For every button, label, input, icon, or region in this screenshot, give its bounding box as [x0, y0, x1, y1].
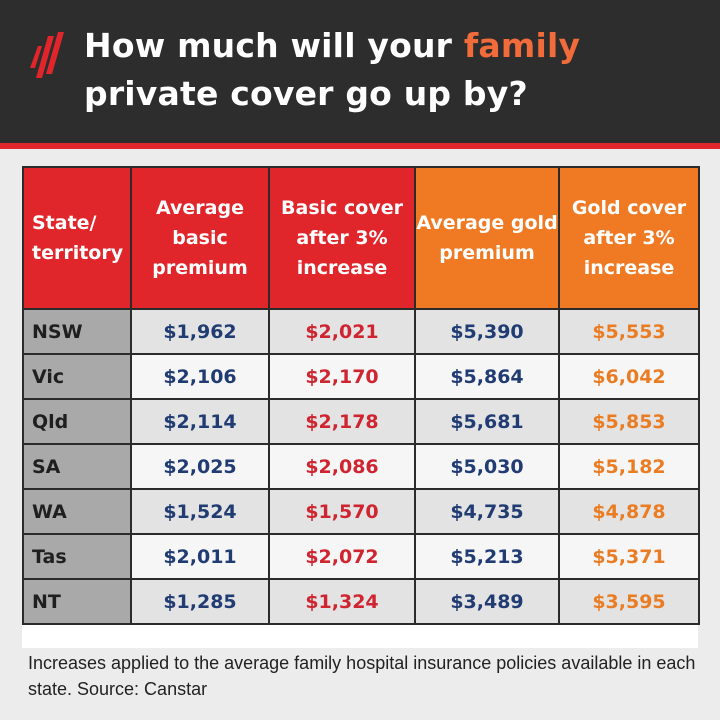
header-basic-after-increase: Basic cover after 3% increase	[268, 166, 416, 310]
premium-table-container: State/ territory Average basic premium B…	[22, 166, 700, 648]
basic-after-cell: $2,072	[268, 533, 416, 580]
state-cell: Tas	[22, 533, 132, 580]
title-accent-word: family	[463, 26, 581, 65]
gold-after-cell: $5,371	[558, 533, 700, 580]
average-gold-cell: $4,735	[414, 488, 560, 535]
table-row: NT $1,285 $1,324 $3,489 $3,595	[22, 578, 700, 625]
basic-after-cell: $1,324	[268, 578, 416, 625]
table-row: WA $1,524 $1,570 $4,735 $4,878	[22, 488, 700, 535]
table-row: SA $2,025 $2,086 $5,030 $5,182	[22, 443, 700, 490]
table-row: Qld $2,114 $2,178 $5,681 $5,853	[22, 398, 700, 445]
average-gold-cell: $5,213	[414, 533, 560, 580]
gold-after-cell: $5,853	[558, 398, 700, 445]
header-banner: How much will your family private cover g…	[0, 0, 720, 143]
state-cell: NT	[22, 578, 132, 625]
title-text-1: How much will your	[84, 26, 464, 65]
average-gold-cell: $5,864	[414, 353, 560, 400]
table-body: NSW $1,962 $2,021 $5,390 $5,553 Vic $2,106 $2,1…	[22, 308, 700, 625]
gold-after-cell: $4,878	[558, 488, 700, 535]
average-basic-cell: $1,962	[130, 308, 270, 355]
state-cell: Vic	[22, 353, 132, 400]
state-cell: WA	[22, 488, 132, 535]
footnote: Increases applied to the average family …	[28, 653, 696, 699]
basic-after-cell: $2,170	[268, 353, 416, 400]
gold-after-cell: $3,595	[558, 578, 700, 625]
premium-table: State/ territory Average basic premium B…	[22, 166, 700, 625]
average-gold-cell: $5,681	[414, 398, 560, 445]
state-cell: SA	[22, 443, 132, 490]
gold-after-cell: $5,553	[558, 308, 700, 355]
table-row: NSW $1,962 $2,021 $5,390 $5,553	[22, 308, 700, 355]
basic-after-cell: $2,178	[268, 398, 416, 445]
header-state: State/ territory	[22, 166, 132, 310]
basic-after-cell: $1,570	[268, 488, 416, 535]
table-header-row: State/ territory Average basic premium B…	[22, 166, 700, 310]
basic-after-cell: $2,086	[268, 443, 416, 490]
state-cell: NSW	[22, 308, 132, 355]
average-gold-cell: $3,489	[414, 578, 560, 625]
average-gold-cell: $5,030	[414, 443, 560, 490]
state-cell: Qld	[22, 398, 132, 445]
average-basic-cell: $2,114	[130, 398, 270, 445]
sbs-logo-icon	[30, 32, 64, 78]
page-title: How much will your family private cover g…	[84, 22, 580, 118]
average-basic-cell: $2,106	[130, 353, 270, 400]
average-basic-cell: $2,011	[130, 533, 270, 580]
title-text-2: private cover go up by?	[84, 74, 528, 113]
header-gold-after-increase: Gold cover after 3% increase	[558, 166, 700, 310]
average-basic-cell: $2,025	[130, 443, 270, 490]
average-basic-cell: $1,285	[130, 578, 270, 625]
average-gold-cell: $5,390	[414, 308, 560, 355]
header-stripe	[0, 143, 720, 149]
header-average-gold: Average gold premium	[414, 166, 560, 310]
basic-after-cell: $2,021	[268, 308, 416, 355]
table-row: Tas $2,011 $2,072 $5,213 $5,371	[22, 533, 700, 580]
gold-after-cell: $6,042	[558, 353, 700, 400]
header-average-basic: Average basic premium	[130, 166, 270, 310]
table-row: Vic $2,106 $2,170 $5,864 $6,042	[22, 353, 700, 400]
average-basic-cell: $1,524	[130, 488, 270, 535]
gold-after-cell: $5,182	[558, 443, 700, 490]
